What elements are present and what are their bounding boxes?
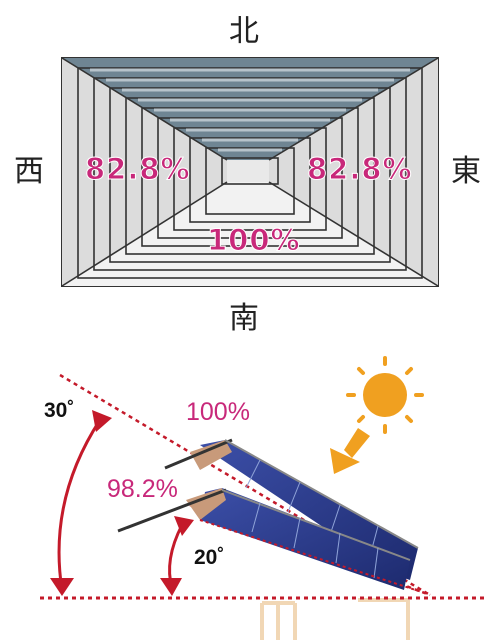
roof-plan — [61, 57, 439, 287]
tilt-diagram: 30˚ 20˚ 100% 98.2% — [40, 356, 487, 640]
south-label: 南 — [229, 301, 259, 336]
sun-ray-arrow — [330, 428, 370, 474]
hip-ridges — [61, 57, 439, 287]
angle-30-arrow-top — [92, 410, 112, 432]
roof-contours — [77, 67, 423, 279]
south-efficiency-label: 100% — [207, 223, 301, 257]
angle-20-arrow-top — [174, 516, 194, 536]
west-roof-face — [62, 58, 227, 286]
east-roof-face — [269, 58, 438, 286]
angle-30-arrow-bottom — [50, 578, 74, 596]
angle-30-arc — [57, 419, 102, 591]
west-label: 西 — [14, 154, 44, 189]
north-face-stripes — [90, 68, 410, 152]
east-efficiency-label: 82.8% — [307, 152, 413, 186]
east-label: 東 — [451, 154, 481, 189]
sun-icon — [346, 356, 424, 434]
north-label: 北 — [229, 14, 259, 49]
angle-20-arrow-bottom — [160, 578, 182, 596]
angle-30-label: 30˚ — [44, 399, 74, 422]
solar-panel-20 — [117, 488, 429, 595]
angle-20-label: 20˚ — [194, 546, 224, 569]
tilt-30-efficiency-label: 100% — [186, 398, 250, 426]
west-efficiency-label: 82.8% — [85, 152, 191, 186]
tilt-20-efficiency-label: 98.2% — [107, 475, 178, 503]
house-outline — [260, 598, 410, 640]
south-roof-face — [62, 182, 438, 286]
